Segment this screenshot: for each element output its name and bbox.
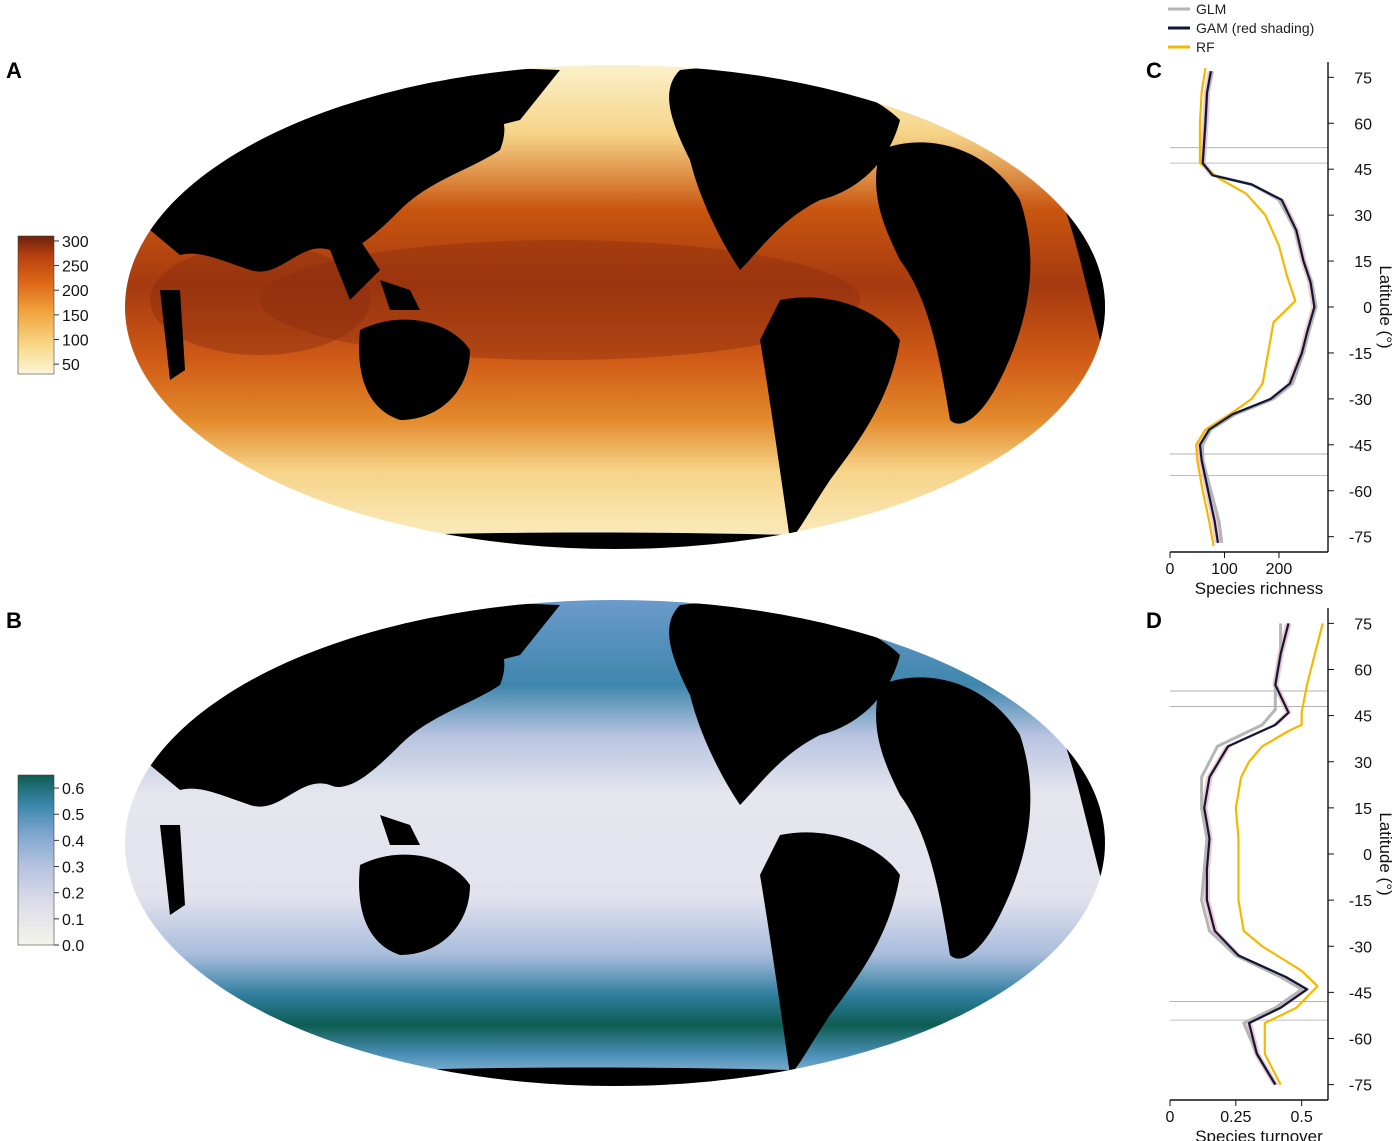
legend-label-gam: GAM (red shading)	[1196, 20, 1314, 36]
x-tick-label: 0.25	[1220, 1109, 1251, 1126]
y-axis-label: Latitude (°)	[1376, 265, 1395, 348]
y-tick-label: -75	[1349, 530, 1372, 547]
y-tick-label: 45	[1354, 709, 1372, 726]
y-tick-label: -15	[1349, 893, 1372, 910]
colorbar-richness-ticks: 50 100 150 200 250 300	[54, 234, 89, 374]
series-line-gam	[1198, 70, 1316, 543]
colorbar-turnover-gradient	[17, 774, 55, 946]
panel-letter-c: C	[1146, 58, 1162, 83]
y-tick-label: -75	[1349, 1078, 1372, 1095]
colorbar-tick-label: 0.3	[62, 860, 84, 877]
y-axis-label: Latitude (°)	[1376, 812, 1395, 895]
x-tick-label: 100	[1211, 561, 1238, 578]
series-line-rf	[1234, 623, 1324, 1086]
map-richness	[125, 65, 1105, 549]
legend: GLM GAM (red shading) RF	[1168, 1, 1314, 55]
legend-label-rf: RF	[1196, 39, 1215, 55]
y-tick-label: 15	[1354, 801, 1372, 818]
colorbar-tick-label: 300	[62, 234, 89, 251]
colorbar-richness: 50 100 150 200 250 300	[17, 234, 89, 375]
y-tick-label: 15	[1354, 254, 1372, 271]
richness-indian-maximum	[150, 245, 370, 355]
x-axis-label: Species richness	[1195, 579, 1324, 598]
colorbar-tick-label: 0.6	[62, 781, 84, 798]
y-tick-label: 30	[1354, 208, 1372, 225]
y-tick-label: -60	[1349, 484, 1372, 501]
y-tick-label: -45	[1349, 438, 1372, 455]
x-axis-label: Species turnover	[1195, 1127, 1323, 1141]
colorbar-turnover-ticks: 0.0 0.1 0.2 0.3 0.4 0.5 0.6	[54, 781, 84, 955]
x-tick-label: 0.5	[1291, 1109, 1313, 1126]
x-tick-label: 200	[1266, 561, 1293, 578]
colorbar-turnover: 0.0 0.1 0.2 0.3 0.4 0.5 0.6	[17, 774, 84, 955]
colorbar-tick-label: 0.2	[62, 886, 84, 903]
y-tick-label: -30	[1349, 939, 1372, 956]
colorbar-tick-label: 200	[62, 283, 89, 300]
series-line-glm	[1200, 623, 1304, 1086]
panel-letter-a: A	[6, 58, 22, 83]
x-tick-label: 0	[1166, 561, 1175, 578]
colorbar-tick-label: 50	[62, 357, 80, 374]
y-tick-label: 60	[1354, 663, 1372, 680]
y-tick-label: 0	[1363, 847, 1372, 864]
colorbar-richness-gradient	[17, 235, 55, 375]
chart-turnover-profile: 0 0.25 0.5 75 60 45 30 15 0 -15 -30 -45 -60 -75 Specie…	[1166, 608, 1395, 1141]
colorbar-tick-label: 150	[62, 308, 89, 325]
y-tick-label: 30	[1354, 755, 1372, 772]
y-tick-label: -15	[1349, 346, 1372, 363]
x-tick-label: 0	[1166, 1109, 1175, 1126]
y-tick-label: 0	[1363, 300, 1372, 317]
series-line-gam	[1203, 623, 1309, 1086]
y-tick-label: -30	[1349, 392, 1372, 409]
panel-letter-b: B	[6, 608, 22, 633]
colorbar-tick-label: 250	[62, 259, 89, 276]
colorbar-tick-label: 100	[62, 333, 89, 350]
colorbar-tick-label: 0.5	[62, 807, 84, 824]
series-line-glm	[1201, 70, 1318, 544]
series-line-rf	[1195, 67, 1297, 547]
y-tick-label: 60	[1354, 116, 1372, 133]
gam-confidence-band	[1201, 623, 1311, 1085]
panel-letter-d: D	[1146, 608, 1162, 633]
map-turnover	[125, 600, 1105, 1086]
legend-label-glm: GLM	[1196, 1, 1226, 17]
y-tick-label: -45	[1349, 985, 1372, 1002]
chart-richness-profile: 0 100 200 75 60 45 30 15 0 -15 -30 -45 -60 -75 Species…	[1166, 62, 1395, 598]
y-tick-label: 75	[1354, 616, 1372, 633]
y-tick-label: 45	[1354, 162, 1372, 179]
colorbar-tick-label: 0.1	[62, 912, 84, 929]
gam-confidence-band	[1196, 71, 1318, 543]
y-tick-label: 75	[1354, 70, 1372, 87]
y-tick-label: -60	[1349, 1032, 1372, 1049]
colorbar-tick-label: 0.4	[62, 833, 84, 850]
colorbar-tick-label: 0.0	[62, 938, 84, 955]
